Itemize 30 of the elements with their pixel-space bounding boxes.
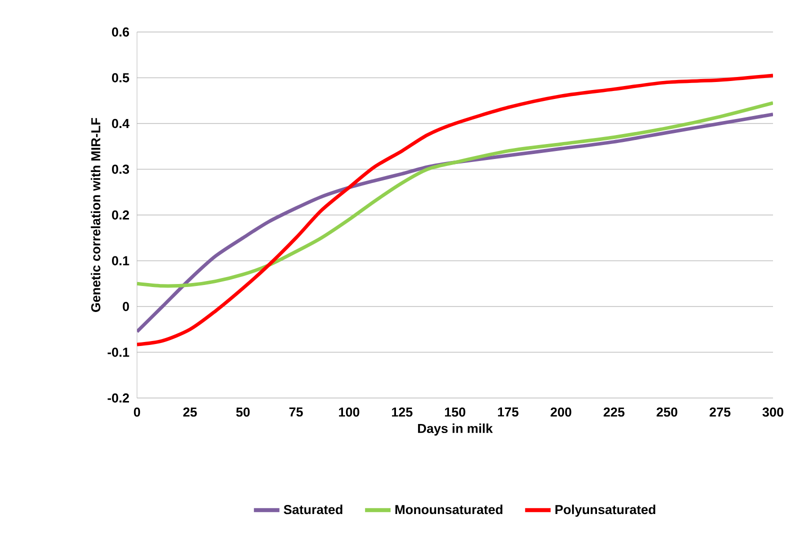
y-tick-label: 0.4 bbox=[112, 118, 130, 128]
y-tick-label: 0.2 bbox=[112, 210, 129, 220]
legend-label: Polyunsaturated bbox=[555, 504, 656, 517]
line-series bbox=[137, 74, 774, 346]
x-tick-label: 125 bbox=[392, 407, 412, 417]
y-tick-label: 0 bbox=[122, 302, 129, 312]
line-series bbox=[137, 112, 774, 334]
y-tick-label: -0.2 bbox=[108, 393, 129, 403]
x-tick-label: 0 bbox=[134, 407, 140, 417]
x-tick-label: 275 bbox=[710, 407, 730, 417]
x-tick-label: 225 bbox=[604, 407, 624, 417]
y-tick-label: 0.5 bbox=[112, 73, 130, 82]
y-tick-label: 0.6 bbox=[112, 27, 130, 37]
x-tick-label: 100 bbox=[339, 407, 360, 417]
x-tick-label: 175 bbox=[498, 408, 518, 417]
legend-label: Saturated bbox=[284, 504, 342, 514]
x-tick-label: 75 bbox=[289, 408, 303, 417]
legend-label: Monounsaturated bbox=[395, 504, 502, 514]
x-tick-label: 300 bbox=[762, 407, 784, 417]
y-tick-label: 0.3 bbox=[112, 164, 130, 174]
x-tick-label: 150 bbox=[445, 407, 466, 417]
x-tick-label: 200 bbox=[550, 407, 572, 417]
x-tick-label: 25 bbox=[183, 407, 197, 417]
y-tick-label: 0.1 bbox=[112, 256, 130, 266]
line-series bbox=[137, 101, 774, 288]
x-tick-label: 50 bbox=[236, 407, 250, 417]
y-tick-label: -0.1 bbox=[108, 348, 130, 357]
x-tick-label: 250 bbox=[656, 407, 678, 417]
x-axis-title: Days in milk bbox=[418, 424, 493, 436]
y-axis-title: Genetic correlation with MIR-LF bbox=[90, 118, 100, 312]
